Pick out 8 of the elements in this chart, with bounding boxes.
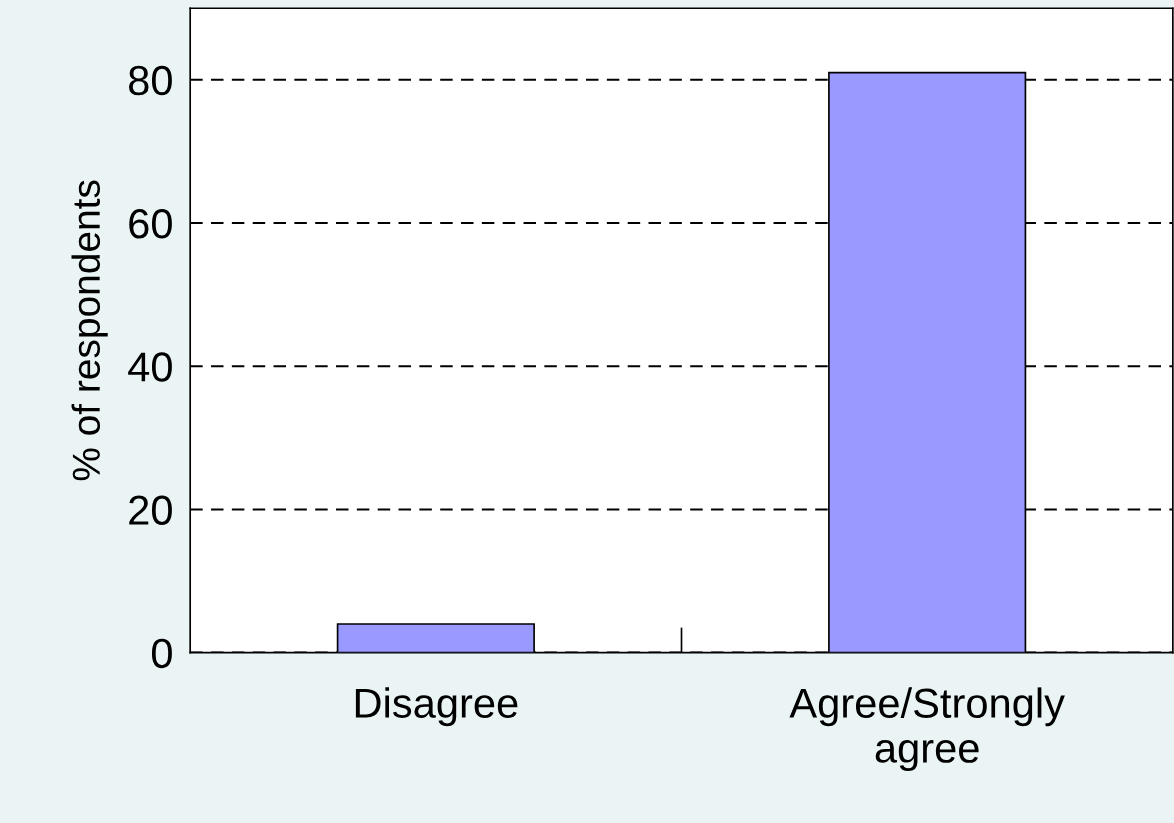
y-tick-label: 20 bbox=[129, 495, 172, 525]
x-tick-label: Disagree bbox=[355, 687, 518, 727]
x-tick-label: Agree/Strongly agree bbox=[789, 687, 1065, 772]
y-tick-label: 80 bbox=[128, 65, 172, 96]
y-axis-title: % of respondents bbox=[71, 180, 108, 481]
y-tick-label: 40 bbox=[128, 352, 172, 382]
y-tick-label: 0 bbox=[151, 638, 172, 669]
y-tick-label: 60 bbox=[129, 209, 172, 239]
